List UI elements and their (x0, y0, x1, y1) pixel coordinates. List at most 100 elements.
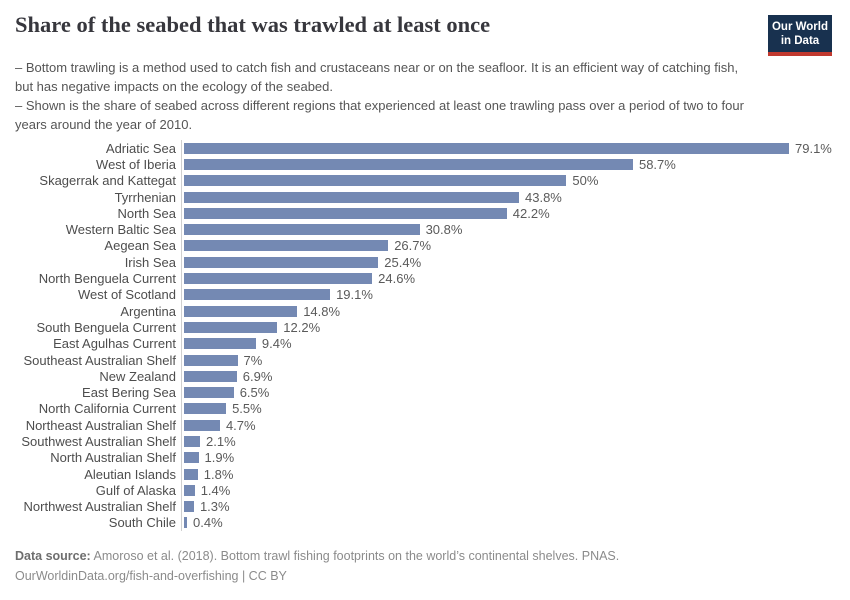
bar-row: Argentina 14.8% (0, 302, 850, 320)
bar-label: Southeast Australian Shelf (23, 352, 177, 368)
bar-value: 30.8% (425, 222, 463, 238)
bar-label: Argentina (120, 303, 176, 319)
bar-area: 6.9% (181, 368, 850, 385)
bar-area: 30.8% (181, 221, 850, 238)
bar-area: 42.2% (181, 205, 850, 222)
bar-value: 24.6% (378, 271, 416, 287)
bar-value: 5.5% (232, 401, 262, 417)
bar-label: Tyrrhenian (114, 189, 176, 205)
bar-area: 79.1% (181, 140, 850, 157)
bar-label: Skagerrak and Kattegat (39, 173, 176, 189)
owid-logo[interactable]: Our World in Data (768, 15, 832, 53)
bar-area: 25.4% (181, 254, 850, 271)
owid-url-license[interactable]: OurWorldinData.org/fish-and-overfishing … (15, 569, 287, 583)
bar-row: Adriatic Sea 79.1% (0, 140, 850, 157)
bar-area: 7% (181, 351, 850, 369)
bar-label: West of Iberia (96, 156, 176, 172)
bar-value: 1.3% (199, 499, 230, 515)
bar-label: North Australian Shelf (50, 450, 176, 466)
bar-value: 9.4% (261, 336, 292, 352)
bar (184, 387, 234, 399)
bar (184, 354, 238, 366)
data-source-line: Data source: Amoroso et al. (2018). Bott… (15, 546, 835, 566)
bar (184, 468, 198, 480)
bar-value: 50% (572, 173, 599, 189)
bar-label: Aegean Sea (104, 238, 176, 254)
bar-area: 6.5% (181, 384, 850, 401)
owid-logo-red-stripe (768, 52, 832, 56)
bar-row: New Zealand 6.9% (0, 368, 850, 385)
bar-label: Adriatic Sea (105, 140, 176, 156)
bar-label: New Zealand (99, 368, 176, 384)
bar-row: Irish Sea 25.4% (0, 254, 850, 271)
bar (184, 338, 256, 350)
bar-value: 1.8% (203, 466, 234, 482)
bar-label: Gulf of Alaska (95, 482, 176, 498)
bar (184, 158, 633, 170)
bar-label: North California Current (38, 401, 176, 417)
bar-area: 2.1% (181, 433, 850, 450)
bar-label: North Sea (117, 205, 176, 221)
bar-area: 26.7% (181, 237, 850, 255)
bar-label: East Agulhas Current (53, 336, 176, 352)
bar-value: 1.9% (204, 450, 235, 466)
bar-value: 42.2% (512, 205, 550, 221)
bar-label: Western Baltic Sea (65, 222, 176, 238)
bar-row: North California Current 5.5% (0, 400, 850, 418)
bar-row: Southwest Australian Shelf 2.1% (0, 433, 850, 450)
bar-row: Northeast Australian Shelf 4.7% (0, 417, 850, 434)
bar-area: 1.3% (181, 498, 850, 515)
owid-logo-line1: Our World (771, 21, 828, 33)
bar (184, 403, 227, 415)
bar-row: Southeast Australian Shelf 7% (0, 351, 850, 369)
bar-value: 6.9% (242, 368, 273, 384)
bar (184, 175, 567, 187)
bar-value: 0.4% (193, 515, 223, 531)
bar-row: Western Baltic Sea 30.8% (0, 221, 850, 238)
subtitle-line-2: – Shown is the share of seabed across di… (15, 97, 744, 132)
bar-area: 9.4% (181, 335, 850, 352)
bar-row: Skagerrak and Kattegat 50% (0, 172, 850, 189)
chart-footer: Data source: Amoroso et al. (2018). Bott… (15, 546, 835, 586)
bar (184, 289, 331, 301)
bar (184, 273, 373, 285)
bar-value: 43.8% (525, 189, 562, 205)
bar (184, 517, 188, 529)
bar-label: Northwest Australian Shelf (23, 499, 176, 515)
bar-label: Southwest Australian Shelf (21, 433, 176, 449)
bar-row: West of Scotland 19.1% (0, 286, 850, 303)
bar-area: 1.4% (181, 482, 850, 499)
bar-area: 1.8% (181, 465, 850, 483)
bar-area: 4.7% (181, 417, 850, 434)
bar-row: East Agulhas Current 9.4% (0, 335, 850, 352)
bar (184, 484, 195, 496)
bar (184, 452, 199, 464)
bar-row: North Australian Shelf 1.9% (0, 449, 850, 466)
bar (184, 435, 201, 447)
bar-area: 50% (181, 172, 850, 189)
bar-row: East Bering Sea 6.5% (0, 384, 850, 401)
bar (184, 305, 298, 317)
bar-value: 58.7% (638, 156, 676, 172)
bar-label: South Chile (108, 515, 176, 531)
bar-row: North Benguela Current 24.6% (0, 270, 850, 287)
data-source-label: Data source: (15, 549, 91, 563)
bar-value: 79.1% (795, 140, 832, 156)
bar (184, 207, 507, 219)
bar-value: 4.7% (225, 417, 256, 433)
subtitle-line-1: – Bottom trawling is a method used to ca… (15, 60, 739, 94)
bar-row: Gulf of Alaska 1.4% (0, 482, 850, 499)
bar-row: South Chile 0.4% (0, 514, 850, 532)
bar-area: 19.1% (181, 286, 850, 303)
bar-area: 5.5% (181, 400, 850, 418)
bar (184, 370, 237, 382)
bar (184, 142, 789, 154)
bar (184, 501, 194, 513)
bar-row: North Sea 42.2% (0, 205, 850, 222)
bar-area: 12.2% (181, 319, 850, 336)
bar-area: 58.7% (181, 156, 850, 173)
bar-row: Aleutian Islands 1.8% (0, 465, 850, 483)
bar-value: 2.1% (206, 433, 236, 449)
chart-subtitle: – Bottom trawling is a method used to ca… (15, 59, 753, 134)
bar-label: East Bering Sea (82, 385, 176, 401)
